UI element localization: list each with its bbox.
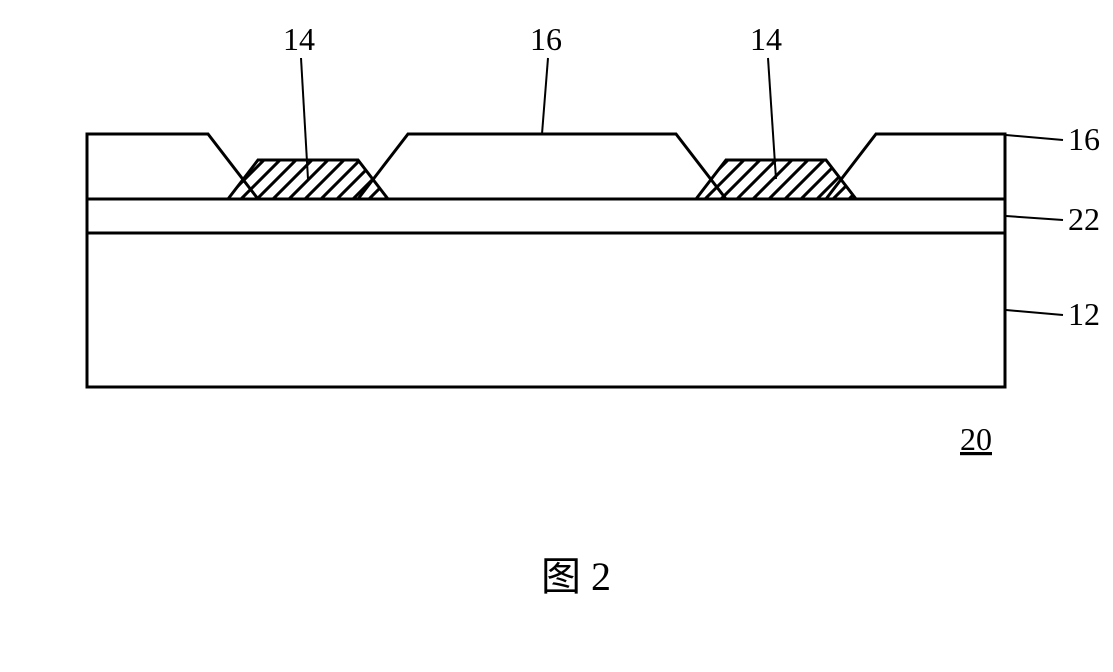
top-layer-16	[87, 134, 1005, 199]
label-22: 22	[1068, 201, 1100, 237]
cross-section-diagram: 14 16 14 16 22 12 20 图 2	[20, 20, 1113, 652]
label-16: 16	[1068, 121, 1100, 157]
figure-caption: 图 2	[541, 554, 611, 599]
label-12: 12	[1068, 296, 1100, 332]
top-segment	[358, 134, 726, 199]
leader-line	[1006, 310, 1063, 315]
label-16: 16	[530, 21, 562, 57]
leader-line	[1006, 135, 1063, 140]
figure-reference-20: 20	[960, 421, 992, 457]
top-segment	[826, 134, 1005, 199]
substrate-layer-12	[87, 233, 1005, 387]
leader-line	[542, 58, 548, 134]
thin-layer-22	[87, 199, 1005, 233]
label-14: 14	[750, 21, 782, 57]
top-segment	[87, 134, 258, 199]
label-14: 14	[283, 21, 315, 57]
leader-line	[1006, 216, 1063, 220]
